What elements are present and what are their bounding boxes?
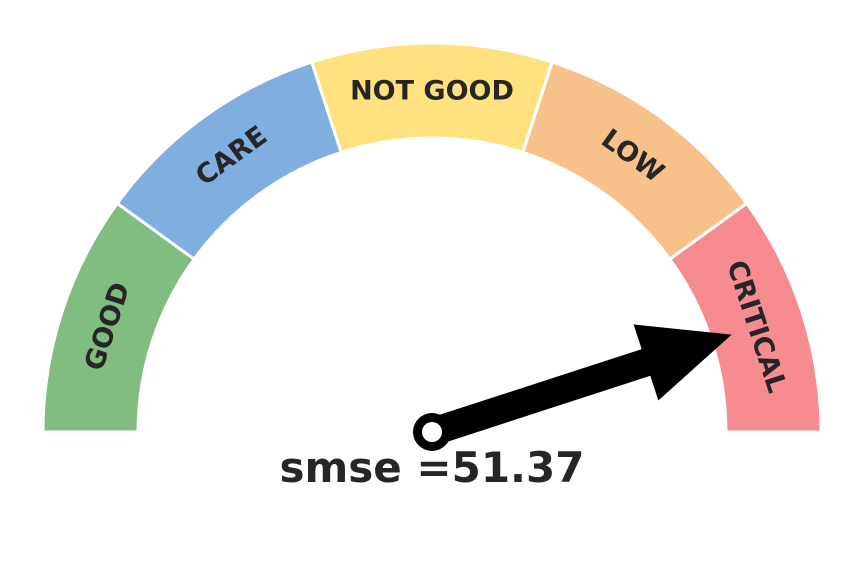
gauge-readout: smse =51.37: [280, 443, 585, 492]
needle-hub-center: [422, 422, 442, 442]
needle-arrow: [427, 324, 732, 446]
readout-label: smse =: [280, 443, 452, 492]
gauge-label-not-good: NOT GOOD: [350, 76, 514, 107]
gauge-segments: [41, 41, 823, 434]
readout-value: 51.37: [452, 443, 585, 492]
gauge-segment-critical: [667, 201, 823, 434]
gauge-needle: [413, 324, 732, 451]
